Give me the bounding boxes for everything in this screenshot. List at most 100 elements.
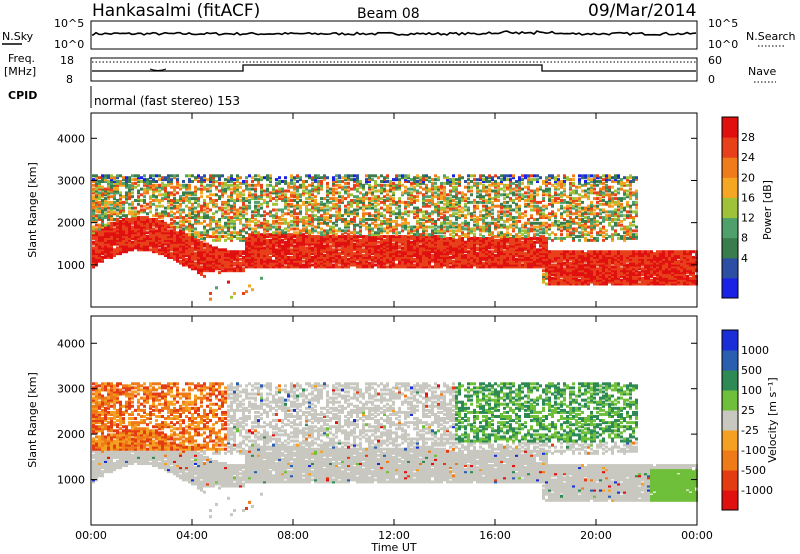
power-cell bbox=[410, 236, 413, 240]
power-cell bbox=[311, 176, 314, 180]
power-cell bbox=[257, 240, 260, 244]
power-cell bbox=[311, 257, 314, 261]
power-cell bbox=[479, 238, 482, 242]
power-cell bbox=[167, 178, 170, 182]
power-cell bbox=[494, 246, 497, 250]
power-cell bbox=[98, 185, 101, 189]
power-cell bbox=[314, 195, 317, 199]
power-cell bbox=[458, 180, 461, 184]
power-cell bbox=[431, 200, 434, 204]
power-cell bbox=[182, 208, 185, 212]
power-cell bbox=[449, 240, 452, 244]
power-cell bbox=[488, 229, 491, 233]
power-cell bbox=[434, 202, 437, 206]
power-cell bbox=[419, 210, 422, 214]
power-cell bbox=[251, 197, 254, 201]
power-cell bbox=[275, 225, 278, 229]
power-cell bbox=[161, 214, 164, 218]
power-cell bbox=[260, 240, 263, 244]
power-cell bbox=[173, 250, 176, 254]
power-cell bbox=[467, 252, 470, 256]
power-cell bbox=[434, 246, 437, 250]
power-cell bbox=[230, 176, 233, 180]
power-cell bbox=[260, 233, 263, 237]
power-cell bbox=[230, 236, 233, 240]
nave-right-tick-top: 60 bbox=[708, 54, 722, 67]
power-cell bbox=[323, 259, 326, 263]
power-cell bbox=[212, 252, 215, 256]
power-cell bbox=[482, 187, 485, 191]
power-cell bbox=[101, 185, 104, 189]
power-cell bbox=[185, 252, 188, 256]
power-cell bbox=[230, 206, 233, 210]
power-cell bbox=[272, 225, 275, 229]
power-cell bbox=[398, 214, 401, 218]
power-cell bbox=[104, 178, 107, 182]
power-cell bbox=[356, 214, 359, 218]
power-cell bbox=[179, 242, 182, 246]
power-cell bbox=[491, 204, 494, 208]
power-cell bbox=[500, 259, 503, 263]
power-cell bbox=[398, 204, 401, 208]
power-cell bbox=[227, 255, 230, 259]
power-cell bbox=[164, 248, 167, 252]
power-cell bbox=[155, 231, 158, 235]
power-cell bbox=[314, 250, 317, 254]
power-cell bbox=[227, 195, 230, 199]
power-cell bbox=[149, 235, 152, 239]
power-cell bbox=[275, 252, 278, 256]
power-cell bbox=[458, 263, 461, 267]
power-cell bbox=[476, 223, 479, 227]
power-cell bbox=[122, 183, 125, 187]
power-cell bbox=[113, 187, 116, 191]
power-cell bbox=[146, 221, 149, 225]
power-cell bbox=[104, 248, 107, 252]
power-cell bbox=[431, 183, 434, 187]
power-cell bbox=[218, 267, 221, 271]
power-cell bbox=[266, 178, 269, 182]
power-cell bbox=[140, 208, 143, 212]
power-cell bbox=[122, 238, 125, 242]
power-cell bbox=[221, 229, 224, 233]
power-cell bbox=[374, 174, 377, 178]
power-cell bbox=[230, 235, 233, 239]
power-cell bbox=[368, 217, 371, 221]
power-cell bbox=[227, 227, 230, 231]
power-cell bbox=[281, 263, 284, 267]
power-cell bbox=[506, 255, 509, 259]
power-cell bbox=[494, 254, 497, 258]
power-cell bbox=[518, 229, 521, 233]
power-cell bbox=[449, 206, 452, 210]
power-cell bbox=[125, 227, 128, 231]
power-cell bbox=[299, 242, 302, 246]
power-cell bbox=[404, 242, 407, 246]
power-cell bbox=[386, 189, 389, 193]
power-cell bbox=[467, 181, 470, 185]
power-cell bbox=[107, 195, 110, 199]
power-cell bbox=[488, 265, 491, 269]
power-cell bbox=[206, 248, 209, 252]
power-cell bbox=[383, 263, 386, 267]
power-cell bbox=[521, 233, 524, 237]
power-cell bbox=[458, 225, 461, 229]
power-cell bbox=[107, 248, 110, 252]
power-cell bbox=[125, 223, 128, 227]
power-cell bbox=[308, 244, 311, 248]
power-cell bbox=[116, 217, 119, 221]
power-cell bbox=[224, 259, 227, 263]
power-cell bbox=[440, 229, 443, 233]
power-cell bbox=[92, 216, 95, 220]
power-cell bbox=[257, 208, 260, 212]
power-cell bbox=[248, 193, 251, 197]
power-cell bbox=[137, 225, 140, 229]
power-cell bbox=[476, 200, 479, 204]
power-cell bbox=[152, 233, 155, 237]
power-cell bbox=[257, 180, 260, 184]
power-cell bbox=[398, 238, 401, 242]
power-cell bbox=[437, 261, 440, 265]
power-cell bbox=[188, 261, 191, 265]
power-cell bbox=[428, 235, 431, 239]
power-cell bbox=[203, 274, 206, 278]
power-cell bbox=[296, 240, 299, 244]
power-cell bbox=[485, 212, 488, 216]
